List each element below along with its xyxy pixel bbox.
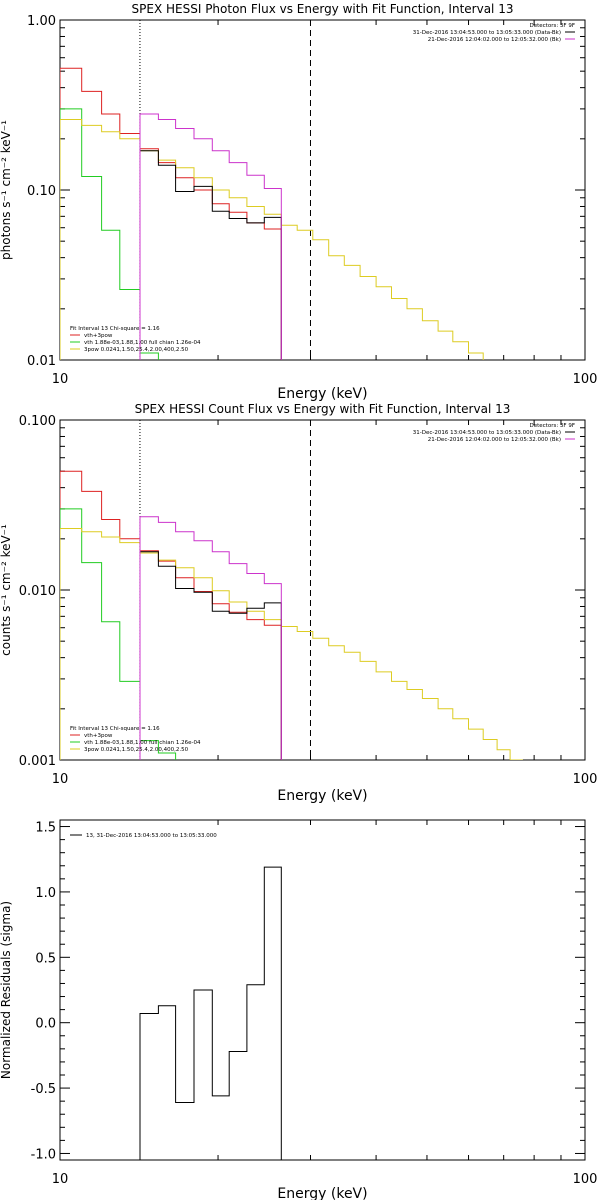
x-tick-label: 100 <box>573 772 598 787</box>
legend-entry: 13, 31-Dec-2016 13:04:53.000 to 13:05:33… <box>86 833 217 839</box>
fit-legend-entry: 3pow 0.0241,1.50,25.4,2.00,400,2.50 <box>84 347 189 353</box>
x-axis-label: Energy (keV) <box>277 1186 367 1200</box>
y-tick-label: 0.001 <box>19 754 56 769</box>
y-tick-label: 0.100 <box>19 414 56 429</box>
y-tick-label: 0.10 <box>27 184 56 199</box>
fit-legend-entry: vth+3pow <box>84 333 113 339</box>
y-tick-label: 0.0 <box>35 1017 56 1032</box>
x-tick-label: 100 <box>573 372 598 387</box>
legend-entry: 31-Dec-2016 13:04:53.000 to 13:05:33.000… <box>413 30 561 36</box>
legend-title: Detectors: 3F 9F <box>529 423 575 429</box>
x-tick-label: 100 <box>573 1172 598 1187</box>
legend-title: Detectors: 3F 9F <box>529 23 575 29</box>
y-tick-label: -1.0 <box>31 1147 56 1162</box>
x-tick-label: 10 <box>52 1172 69 1187</box>
series-line-3pow <box>60 528 523 760</box>
chart-title: SPEX HESSI Photon Flux vs Energy with Fi… <box>132 2 514 16</box>
plot-area <box>60 420 523 760</box>
panel-2: SPEX HESSI Count Flux vs Energy with Fit… <box>0 402 597 804</box>
legend-entry: 21-Dec-2016 12:04:02.000 to 12:05:32.000… <box>428 437 561 443</box>
panel-1: SPEX HESSI Photon Flux vs Energy with Fi… <box>0 2 598 402</box>
y-axis-label: Normalized Residuals (sigma) <box>0 901 13 1079</box>
x-tick-label: 10 <box>52 772 69 787</box>
y-tick-label: 0.010 <box>19 584 56 599</box>
x-axis-label: Energy (keV) <box>277 386 367 402</box>
plot-frame <box>59 819 586 1161</box>
series-line-data-bk <box>139 150 282 360</box>
y-axis-label: photons s⁻¹ cm⁻² keV⁻¹ <box>0 120 13 260</box>
series-line-vth-3pow <box>60 67 282 360</box>
x-tick-label: 10 <box>52 372 69 387</box>
fit-legend-entry: vth 1.88e-03,1.88,1.00 full chian 1.26e-… <box>84 740 201 746</box>
series-line-vth-3pow <box>60 470 282 760</box>
x-axis-label: Energy (keV) <box>277 788 367 804</box>
y-tick-label: 0.01 <box>27 354 56 369</box>
legend-entry: 21-Dec-2016 12:04:02.000 to 12:05:32.000… <box>428 37 561 43</box>
y-tick-label: 1.0 <box>35 886 56 901</box>
plot-area <box>139 866 282 1160</box>
y-tick-label: 1.00 <box>27 14 56 29</box>
fit-legend-title: Fit Interval 13 Chi-square = 1.16 <box>70 326 160 332</box>
fit-legend-entry: vth+3pow <box>84 733 113 739</box>
plot-frame <box>59 19 586 361</box>
panel-3: 10 100 1.5 1.0 0.5 0.0 -0.5 -1.0 Energy (keV) Nor… <box>0 819 598 1200</box>
fit-legend-entry: 3pow 0.0241,1.50,25.4,2.00,400,2.50 <box>84 747 189 753</box>
fit-legend-title: Fit Interval 13 Chi-square = 1.16 <box>70 726 160 732</box>
series-line-bk <box>139 516 282 760</box>
y-tick-label: 1.5 <box>35 821 56 836</box>
y-tick-label: -0.5 <box>31 1082 56 1097</box>
plot-frame <box>59 419 586 761</box>
legend-entry: 31-Dec-2016 13:04:53.000 to 13:05:33.000… <box>413 430 561 436</box>
series-line-bk <box>139 113 282 360</box>
plot-area <box>60 20 484 360</box>
fit-legend-entry: vth 1.88e-03,1.88,1.00 full chian 1.26e-… <box>84 340 201 346</box>
series-line-residuals <box>139 866 282 1160</box>
series-line-data-bk <box>139 551 282 760</box>
chart-title: SPEX HESSI Count Flux vs Energy with Fit… <box>135 402 511 416</box>
series-line-vth <box>60 508 177 760</box>
y-axis-label: counts s⁻¹ cm⁻² keV⁻¹ <box>0 524 13 656</box>
y-tick-label: 0.5 <box>35 951 56 966</box>
